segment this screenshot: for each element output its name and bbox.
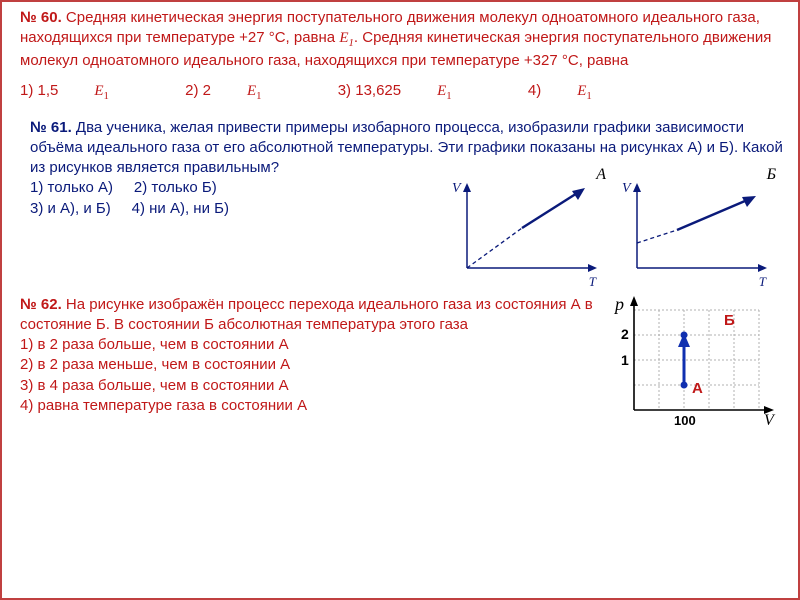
- q62-o3: 3) в 4 раза больше, чем в состоянии А: [20, 376, 594, 396]
- q62-y2: 2: [621, 326, 629, 342]
- q62-pt-b: Б: [724, 312, 735, 329]
- q62-o2: 2) в 2 раза меньше, чем в состоянии А: [20, 355, 594, 375]
- question-62: № 62. На рисунке изображён процесс перех…: [20, 295, 784, 435]
- q60-e1: Е: [339, 30, 348, 46]
- q62-x100: 100: [674, 413, 696, 428]
- chart-b-svg: [622, 178, 772, 278]
- chart-a: А V T: [452, 178, 602, 284]
- q62-y1: 1: [621, 352, 629, 368]
- question-61: № 61. Два ученика, желая привести пример…: [30, 118, 784, 285]
- chart-b: Б V T: [622, 178, 772, 284]
- q60-a4: 4): [528, 81, 541, 101]
- q60-a1: 1) 1,5: [20, 81, 58, 101]
- q60-answers: 1) 1,5Е1 2) 2Е1 3) 13,625Е1 4) Е1: [20, 81, 784, 104]
- question-60: № 60. Средняя кинетическая энергия посту…: [20, 8, 784, 104]
- chart-b-label: Б: [767, 164, 776, 186]
- q62-graph: p V 1 2 100 А Б: [594, 295, 784, 435]
- q61-number: № 61.: [30, 119, 72, 136]
- chart-b-t: T: [759, 273, 766, 291]
- chart-a-label: А: [596, 164, 606, 186]
- chart-a-t: T: [589, 273, 596, 291]
- q60-a3: 3) 13,625: [338, 81, 401, 101]
- chart-a-v: V: [452, 180, 461, 199]
- q60-number: № 60.: [20, 9, 62, 26]
- q61-intro: Два ученика, желая привести примеры изоб…: [30, 119, 783, 177]
- q62-o1: 1) в 2 раза больше, чем в состоянии А: [20, 335, 594, 355]
- q62-svg: p V 1 2 100 А Б: [599, 295, 779, 435]
- q61-opt2: 3) и А), и Б) 4) ни А), ни Б): [30, 199, 390, 219]
- chart-b-v: V: [622, 180, 631, 199]
- q61-opt1: 1) только А) 2) только Б): [30, 178, 390, 198]
- q62-v-label: V: [764, 412, 776, 429]
- q62-o4: 4) равна температуре газа в состоянии А: [20, 396, 594, 416]
- q62-p-label: p: [613, 295, 624, 314]
- chart-a-svg: [452, 178, 602, 278]
- q62-number: № 62.: [20, 296, 62, 313]
- q60-a2: 2) 2: [185, 81, 211, 101]
- q62-pt-a: А: [692, 380, 703, 397]
- q62-text: На рисунке изображён процесс перехода ид…: [20, 296, 593, 333]
